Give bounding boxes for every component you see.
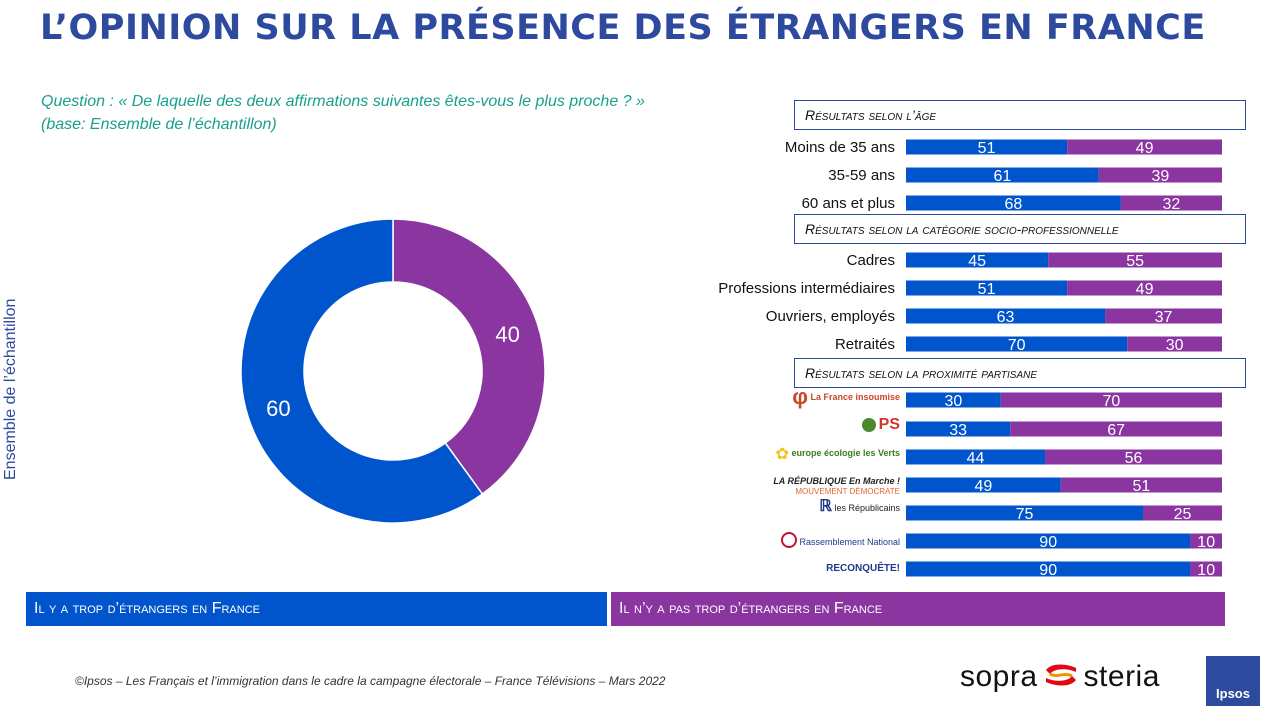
- section-header-party: Résultats selon la proximité partisane: [794, 358, 1246, 388]
- flame-icon: [780, 532, 797, 548]
- bar-value-label: 44: [967, 450, 985, 467]
- sunflower-icon: ✿: [775, 446, 789, 463]
- donut-slice: [392, 218, 546, 496]
- bar-segment-too-many: [906, 195, 1121, 211]
- page-title: L’OPINION SUR LA PRÉSENCE DES ÉTRANGERS …: [40, 8, 1206, 48]
- bar-segment-too-many: [906, 392, 1001, 408]
- donut-slice: [240, 218, 484, 524]
- bar-category-label: Moins de 35 ans: [785, 139, 895, 156]
- donut-slice-label: 60: [266, 396, 290, 421]
- ipsos-logo: Ipsos: [1206, 656, 1260, 706]
- bar-value-label: 39: [1151, 168, 1169, 185]
- eelv-logo: ✿ europe écologie les Verts: [775, 446, 900, 463]
- bar-category-label: 35-59 ans: [828, 167, 895, 184]
- bar-segment-too-many: [906, 336, 1128, 352]
- bar-category-label: Professions intermédiaires: [718, 280, 895, 297]
- bar-value-label: 68: [1005, 196, 1023, 213]
- bar-value-label: 63: [997, 309, 1015, 326]
- donut-slice-label: 40: [495, 322, 519, 347]
- bar-value-label: 90: [1039, 534, 1057, 551]
- bar-value-label: 51: [978, 281, 996, 298]
- bar-segment-not-too-many: [1127, 336, 1222, 352]
- bar-segment-too-many: [906, 252, 1049, 268]
- bar-value-label: 70: [1008, 337, 1026, 354]
- bar-segment-not-too-many: [1120, 195, 1222, 211]
- lr-mark-icon: ℝ: [819, 498, 832, 515]
- bar-segment-too-many: [906, 561, 1191, 577]
- section-header-csp: Résultats selon la catégorie socio-profe…: [794, 214, 1246, 244]
- lfi-logo: φ La France insoumise: [792, 384, 900, 409]
- bar-category-label: Retraités: [835, 336, 895, 353]
- bar-segment-too-many: [906, 449, 1046, 465]
- bar-value-label: 61: [993, 168, 1011, 185]
- sopra-steria-logo: sopra steria: [960, 660, 1160, 693]
- bar-value-label: 90: [1039, 562, 1057, 579]
- bar-segment-too-many: [906, 280, 1068, 296]
- bar-value-label: 51: [1133, 478, 1151, 495]
- section-header-age: Résultats selon l’âge: [794, 100, 1246, 130]
- rn-logo: Rassemblement National: [760, 532, 900, 548]
- bar-segment-not-too-many: [1067, 139, 1222, 155]
- bar-segment-not-too-many: [1010, 421, 1222, 437]
- bar-segment-too-many: [906, 308, 1106, 324]
- bar-value-label: 30: [945, 393, 963, 410]
- bar-value-label: 30: [1166, 337, 1184, 354]
- rose-icon: [862, 418, 877, 432]
- bar-value-label: 70: [1103, 393, 1121, 410]
- bar-value-label: 10: [1197, 534, 1215, 551]
- stacked-bar-chart: Moins de 35 ans 51 49 35-59 ans 61 39 60 ans e…: [718, 139, 1222, 579]
- bar-value-label: 56: [1125, 450, 1143, 467]
- bar-value-label: 55: [1126, 253, 1144, 270]
- bar-segment-not-too-many: [1045, 449, 1222, 465]
- bar-segment-too-many: [906, 139, 1068, 155]
- bar-value-label: 75: [1016, 506, 1034, 523]
- bar-value-label: 67: [1107, 422, 1125, 439]
- bar-segment-not-too-many: [1190, 533, 1222, 549]
- bar-segment-too-many: [906, 505, 1143, 521]
- bar-segment-not-too-many: [1098, 167, 1222, 183]
- bar-value-label: 32: [1163, 196, 1181, 213]
- reconquete-logo: RECONQUÊTE!: [826, 563, 900, 574]
- bar-segment-not-too-many: [1000, 392, 1222, 408]
- bar-value-label: 51: [978, 140, 996, 157]
- phi-icon: φ: [792, 384, 808, 409]
- bar-value-label: 33: [949, 422, 967, 439]
- ps-logo: PS: [760, 417, 900, 433]
- bar-value-label: 49: [1136, 140, 1154, 157]
- bar-value-label: 49: [1136, 281, 1154, 298]
- donut-chart: 40 60: [240, 218, 546, 524]
- bar-segment-too-many: [906, 477, 1061, 493]
- bar-segment-too-many: [906, 421, 1011, 437]
- bar-value-label: 37: [1155, 309, 1173, 326]
- bar-value-label: 49: [975, 478, 993, 495]
- lrem-modem-logo: LA RÉPUBLIQUE En Marche ! MOUVEMENT DÉMO…: [773, 476, 900, 496]
- bar-value-label: 45: [968, 253, 986, 270]
- bar-category-label: Cadres: [847, 252, 895, 269]
- question-text: Question : « De laquelle des deux affirm…: [41, 93, 645, 110]
- bar-segment-too-many: [906, 167, 1099, 183]
- bar-segment-not-too-many: [1143, 505, 1222, 521]
- bar-category-label: 60 ans et plus: [802, 195, 895, 212]
- bar-value-label: 10: [1197, 562, 1215, 579]
- bar-segment-too-many: [906, 533, 1191, 549]
- bar-segment-not-too-many: [1060, 477, 1222, 493]
- bar-segment-not-too-many: [1048, 252, 1222, 268]
- sopra-steria-mark-icon: [1045, 664, 1076, 686]
- bar-segment-not-too-many: [1190, 561, 1222, 577]
- legend-not-too-many: Il n’y a pas trop d’étrangers en France: [611, 592, 1225, 626]
- bar-segment-not-too-many: [1067, 280, 1222, 296]
- base-text: (base: Ensemble de l’échantillon): [41, 116, 277, 133]
- bar-value-label: 25: [1174, 506, 1192, 523]
- legend-too-many: Il y a trop d’étrangers en France: [26, 592, 607, 626]
- bar-category-label: Ouvriers, employés: [766, 308, 895, 325]
- bar-segment-not-too-many: [1105, 308, 1222, 324]
- footer-source: ©Ipsos – Les Français et l’immigration d…: [75, 674, 666, 688]
- lr-logo: ℝ les Républicains: [819, 498, 900, 515]
